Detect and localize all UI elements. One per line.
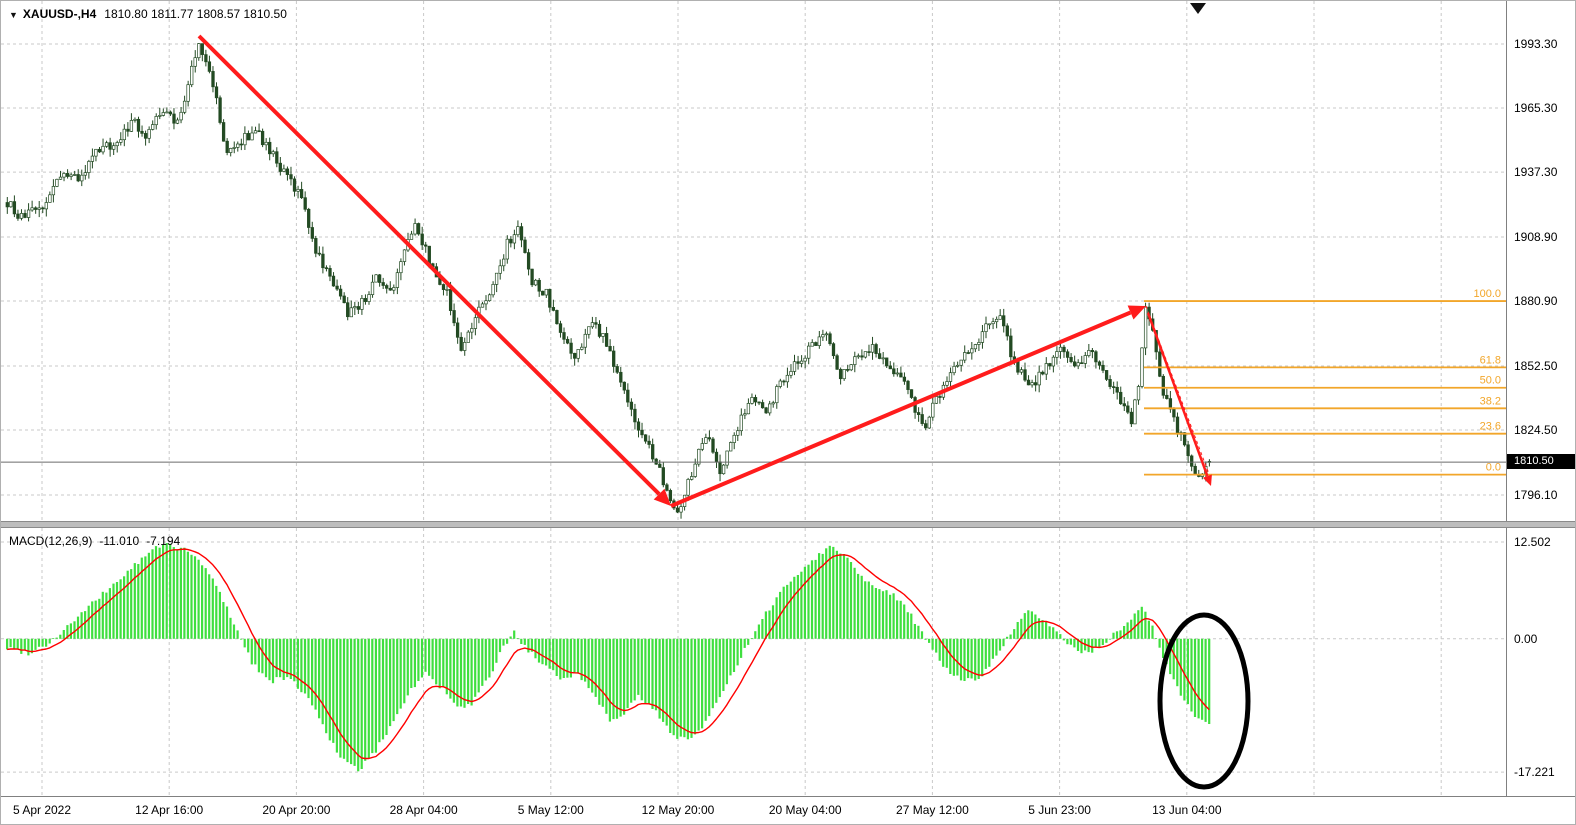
price-axis-label: 1852.50 — [1514, 359, 1558, 373]
price-axis-label: 1824.50 — [1514, 423, 1558, 438]
price-axis-label: 1880.90 — [1514, 294, 1558, 309]
time-axis-label: 5 Apr 2022 — [12, 803, 72, 817]
chart-shift-marker-icon[interactable] — [1190, 3, 1206, 14]
macd-main-value: -11.010 — [99, 534, 140, 548]
time-axis-label: 20 Apr 20:00 — [262, 803, 331, 817]
time-axis-label: 28 Apr 04:00 — [389, 803, 458, 817]
ellipse-annotation — [1157, 612, 1251, 790]
fibonacci-retracement: 100.0 61.8 50.0 38.2 23.6 0.0 — [1144, 288, 1506, 476]
macd-axis-label: -17.221 — [1514, 765, 1555, 780]
trend-arrows — [197, 34, 1212, 508]
price-axis[interactable]: 1810.50 1993.30 1965.30 1937.30 1908.90 1880… — [1506, 1, 1575, 796]
macd-signal-value: -7.194 — [146, 534, 181, 548]
time-axis-label: 5 May 12:00 — [517, 803, 584, 817]
panel-separator[interactable] — [1, 521, 1575, 528]
fib-level-label: 0.0 — [1486, 462, 1501, 474]
fib-level-label: 38.2 — [1480, 395, 1501, 407]
time-axis-label: 12 May 20:00 — [641, 803, 715, 817]
macd-histogram — [6, 543, 1211, 772]
price-axis-label: 1937.30 — [1514, 165, 1558, 180]
time-axis-label: 27 May 12:00 — [896, 803, 969, 817]
macd-signal-line — [7, 548, 1210, 760]
macd-indicator-name: MACD(12,26,9) — [9, 534, 93, 548]
symbol-period-label: XAUUSD-,H4 — [22, 7, 97, 21]
time-axis-label: 5 Jun 23:00 — [1028, 803, 1091, 817]
macd-axis-label: 12.502 — [1514, 535, 1551, 550]
macd-axis-label: 0.00 — [1514, 631, 1538, 646]
fib-level-label: 100.0 — [1473, 288, 1501, 300]
fib-level-label: 61.8 — [1480, 354, 1501, 366]
macd-panel[interactable] — [1, 528, 1506, 796]
price-chart-panel[interactable]: 100.0 61.8 50.0 38.2 23.6 0.0 — [1, 1, 1506, 522]
fib-level-label: 50.0 — [1480, 375, 1501, 387]
time-axis-label: 13 Jun 04:00 — [1152, 803, 1222, 817]
time-axis[interactable]: 5 Apr 2022 12 Apr 16:00 20 Apr 20:00 28 Apr… — [1, 796, 1575, 824]
macd-label: MACD(12,26,9) -11.010 -7.194 — [9, 534, 187, 548]
price-axis-label: 1908.90 — [1514, 230, 1558, 245]
time-axis-label: 12 Apr 16:00 — [135, 803, 204, 817]
chevron-down-icon[interactable]: ▼ — [9, 10, 18, 20]
fib-level-label: 23.6 — [1480, 421, 1501, 433]
price-grid — [1, 1, 1506, 522]
current-price-tag: 1810.50 — [1507, 454, 1575, 470]
price-axis-label: 1796.10 — [1514, 487, 1558, 502]
chart-header: ▼ XAUUSD-,H4 1810.80 1811.77 1808.57 1810.… — [9, 7, 287, 21]
price-axis-label: 1993.30 — [1514, 37, 1558, 51]
macd-grid — [1, 528, 1506, 796]
candles — [5, 43, 1212, 519]
price-axis-label: 1965.30 — [1514, 101, 1558, 116]
time-axis-label: 20 May 04:00 — [768, 803, 842, 817]
ohlc-values: 1810.80 1811.77 1808.57 1810.50 — [104, 7, 287, 21]
